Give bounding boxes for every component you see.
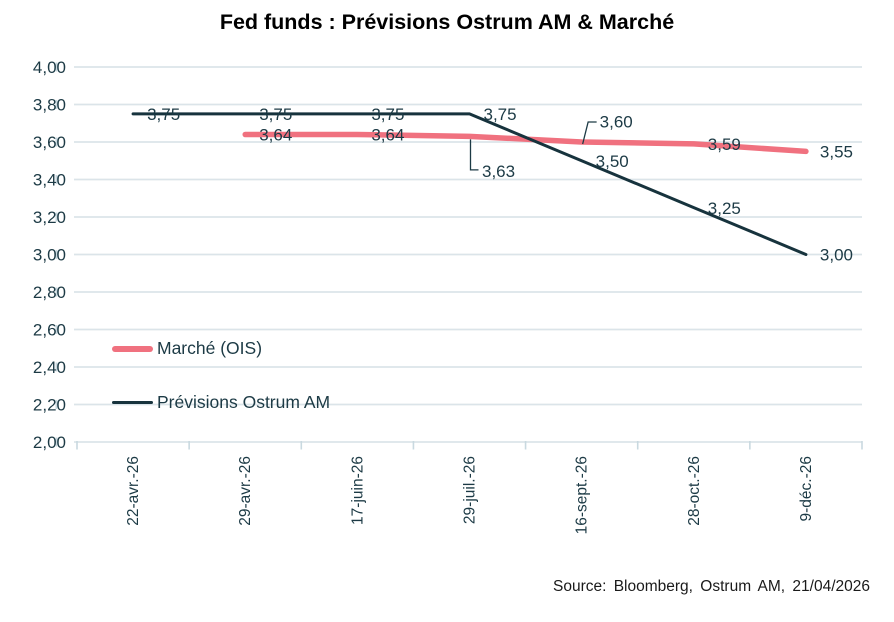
legend-item-previsions-ostrum: Prévisions Ostrum AM [112, 392, 330, 413]
x-tick-label: 22-avr.-26 [125, 456, 142, 526]
y-axis-tick [55, 250, 58, 259]
x-tick-label: 28-oct.-26 [686, 456, 703, 526]
y-tick-label: 3,20 [33, 208, 66, 227]
series-line-marche-ois [242, 131, 809, 155]
legend-swatch-marche-ois-icon [112, 345, 153, 352]
y-tick-label: 4,00 [33, 58, 66, 77]
data-label: 3,75 [147, 105, 180, 124]
y-tick-label: 3,40 [33, 171, 66, 190]
y-axis-tick [55, 175, 58, 184]
y-tick-label: 2,20 [33, 396, 66, 415]
data-label: 3,60 [600, 113, 633, 132]
data-label: 3,25 [708, 199, 741, 218]
data-label: 3,63 [482, 162, 515, 181]
y-tick-label: 2,00 [33, 433, 66, 452]
y-axis-tick [55, 212, 58, 222]
series-line-previsions-ostrum [131, 112, 808, 256]
x-tick-label: 17-juin-26 [349, 456, 366, 525]
y-tick-label: 3,00 [33, 246, 66, 265]
y-axis-tick [55, 400, 58, 409]
legend-label-previsions-ostrum: Prévisions Ostrum AM [157, 392, 331, 412]
y-axis-tick [55, 437, 58, 447]
y-axis-tick [55, 287, 58, 297]
x-tick-label: 29-avr.-26 [237, 456, 254, 526]
label-leader-line [469, 139, 479, 171]
y-axis-tick [55, 62, 58, 72]
data-label: 3,00 [820, 246, 853, 265]
y-tick-label: 3,60 [33, 133, 66, 152]
legend-swatch-previsions-ostrum-icon [112, 401, 153, 404]
data-label: 3,64 [371, 126, 404, 145]
y-tick-label: 3,80 [33, 96, 66, 115]
y-axis-tick [55, 137, 58, 147]
data-label: 3,55 [820, 143, 853, 162]
y-axis-tick [55, 100, 58, 109]
y-axis-tick [55, 325, 58, 334]
data-label: 3,59 [708, 135, 741, 154]
data-label: 3,64 [259, 126, 292, 145]
y-axis-tick [55, 362, 58, 372]
source-caption: Source: Bloomberg, Ostrum AM, 21/04/2026 [553, 578, 870, 595]
data-label: 3,50 [596, 152, 629, 171]
data-label: 3,75 [484, 105, 517, 124]
data-label: 3,75 [371, 105, 404, 124]
y-tick-label: 2,40 [33, 358, 66, 377]
legend-item-marche-ois: Marché (OIS) [112, 338, 262, 359]
x-tick-label: 16-sept.-26 [574, 456, 591, 534]
legend-label-marche-ois: Marché (OIS) [157, 338, 263, 358]
data-label: 3,75 [259, 105, 292, 124]
y-tick-label: 2,60 [33, 321, 66, 340]
chart-title: Fed funds : Prévisions Ostrum AM & March… [219, 10, 675, 34]
label-leader-line [582, 121, 597, 145]
x-tick-label: 29-juil.-26 [462, 456, 479, 524]
x-tick-label: 9-déc.-26 [798, 456, 815, 521]
y-tick-label: 2,80 [33, 283, 66, 302]
